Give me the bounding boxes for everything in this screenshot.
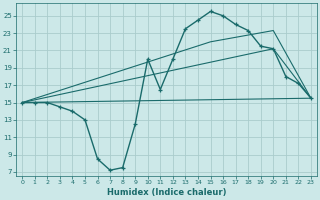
X-axis label: Humidex (Indice chaleur): Humidex (Indice chaleur)	[107, 188, 226, 197]
